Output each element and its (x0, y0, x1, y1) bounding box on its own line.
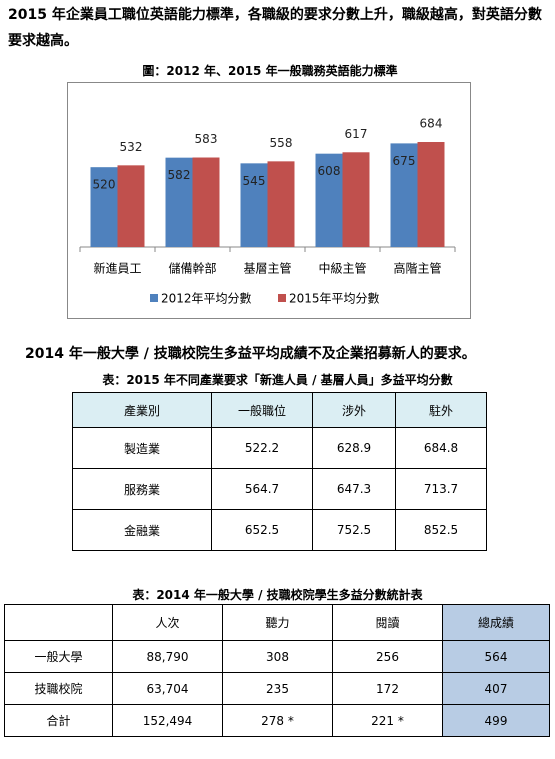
table-row: 一般大學 88,790 308 256 564 (4, 640, 550, 673)
value-label: 608 (318, 164, 341, 178)
value-label: 684 (420, 117, 443, 131)
cell: 63,704 (112, 672, 223, 705)
header-cell: 人次 (112, 604, 223, 641)
legend-label: 2012年平均分數 (161, 292, 252, 306)
chart: 新進員工 儲備幹部 基層主管 中級主管 高階主管 520 582 545 608 675 532 58… (67, 82, 471, 319)
cell: 製造業 (72, 427, 212, 469)
x-tick-label: 儲備幹部 (168, 261, 216, 276)
header-cell: 產業別 (72, 392, 212, 428)
table-row: 金融業 652.5 752.5 852.5 (72, 509, 487, 551)
x-tick-label: 基層主管 (243, 261, 291, 276)
bar (315, 153, 343, 247)
bar (192, 157, 220, 247)
cell: 652.5 (211, 509, 313, 551)
cell: 752.5 (312, 509, 396, 551)
bar (90, 167, 118, 247)
value-label: 558 (270, 136, 293, 150)
legend-label: 2015年平均分數 (289, 292, 380, 306)
value-label: 675 (393, 154, 416, 168)
value-label: 520 (93, 178, 116, 192)
value-label: 532 (120, 140, 143, 154)
x-tick-label: 高階主管 (393, 261, 441, 276)
table2: 人次 聽力 閱讀 總成績 一般大學 88,790 308 256 564 技職校院 63,704 23… (4, 604, 550, 737)
header-cell: 總成績 (442, 604, 550, 641)
cell: 407 (442, 672, 550, 705)
cell: 684.8 (395, 427, 487, 469)
cell: 172 (332, 672, 443, 705)
cell: 88,790 (112, 640, 223, 673)
cell: 235 (222, 672, 333, 705)
cell: 152,494 (112, 704, 223, 737)
cell: 852.5 (395, 509, 487, 551)
table-row: 服務業 564.7 647.3 713.7 (72, 468, 487, 510)
bar (390, 143, 418, 247)
header-cell: 涉外 (312, 392, 396, 428)
cell: 564.7 (211, 468, 313, 510)
cell: 713.7 (395, 468, 487, 510)
bar (165, 157, 193, 247)
cell: 金融業 (72, 509, 212, 551)
table1-caption: 表：2015 年不同產業要求「新進人員 / 基層人員」多益平均分數 (102, 373, 453, 387)
table1: 產業別 一般職位 涉外 駐外 製造業 522.2 628.9 684.8 服務業 564.7 647… (72, 392, 487, 551)
bar (240, 163, 268, 247)
value-label: 545 (243, 174, 266, 188)
value-label: 617 (345, 127, 368, 141)
table-row: 製造業 522.2 628.9 684.8 (72, 427, 487, 469)
cell: 256 (332, 640, 443, 673)
header-cell: 聽力 (222, 604, 333, 641)
table2-caption: 表：2014 年一般大學 / 技職校院學生多益分數統計表 (132, 588, 423, 602)
cell: 522.2 (211, 427, 313, 469)
table-row: 技職校院 63,704 235 172 407 (4, 672, 550, 705)
cell: 技職校院 (4, 672, 113, 705)
chart-caption: 圖：2012 年、2015 年一般職務英語能力標準 (142, 64, 398, 78)
cell: 308 (222, 640, 333, 673)
table-row: 合計 152,494 278 * 221 * 499 (4, 704, 550, 737)
cell: 一般大學 (4, 640, 113, 673)
bar (117, 165, 145, 247)
x-tick-label: 中級主管 (318, 261, 366, 276)
cell: 合計 (4, 704, 113, 737)
corner-cell (4, 604, 113, 641)
value-label: 583 (195, 132, 218, 146)
cell: 221 * (332, 704, 443, 737)
cell: 499 (442, 704, 550, 737)
cell: 服務業 (72, 468, 212, 510)
header-cell: 駐外 (395, 392, 487, 428)
cell: 647.3 (312, 468, 396, 510)
header-row: 人次 聽力 閱讀 總成績 (4, 604, 550, 641)
legend-swatch (278, 294, 286, 302)
bar (417, 142, 445, 247)
legend-swatch (150, 294, 158, 302)
header-row: 產業別 一般職位 涉外 駐外 (72, 392, 487, 428)
cell: 628.9 (312, 427, 396, 469)
section-heading: 2014 年一般大學 / 技職校院生多益平均成績不及企業招募新人的要求。 (25, 346, 476, 362)
bar (267, 161, 295, 247)
x-tick-label: 新進員工 (93, 261, 141, 276)
value-label: 582 (168, 168, 191, 182)
header-cell: 一般職位 (211, 392, 313, 428)
lead-text: 2015 年企業員工職位英語能力標準，各職級的要求分數上升，職級越高，對英語分數… (8, 7, 542, 49)
cell: 278 * (222, 704, 333, 737)
cell: 564 (442, 640, 550, 673)
bar (342, 152, 370, 247)
header-cell: 閱讀 (332, 604, 443, 641)
